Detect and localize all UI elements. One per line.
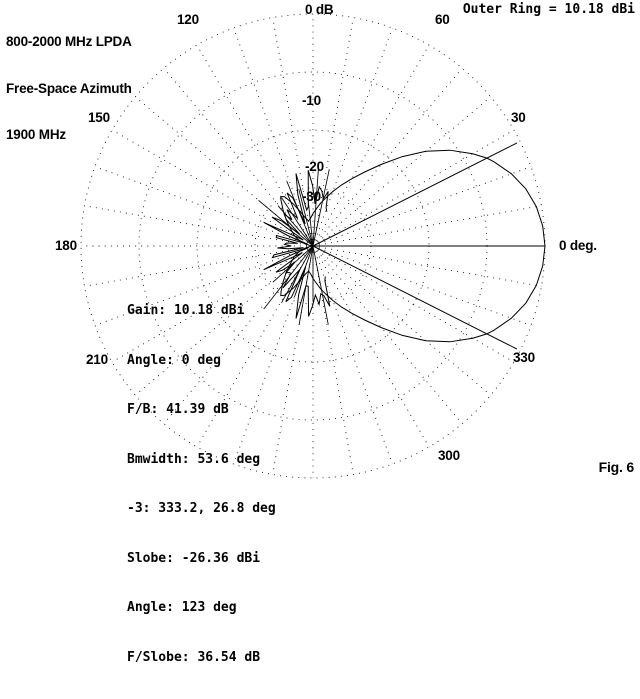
ring-label-minus10: -10: [302, 93, 321, 108]
pattern-readout: Gain: 10.18 dBi Angle: 0 deg F/B: 41.39 …: [127, 270, 276, 699]
angle-label-0: 0 deg.: [559, 238, 597, 253]
readout-angle: Angle: 0 deg: [127, 352, 221, 368]
angle-label-210: 210: [86, 352, 108, 367]
outer-ring-caption: Outer Ring = 10.18 dBi: [462, 2, 635, 17]
ring-label-minus20: -20: [305, 159, 324, 174]
angle-label-120: 120: [177, 12, 199, 27]
readout-front-back: F/B: 41.39 dB: [127, 402, 229, 417]
title-line-1: 800-2000 MHz LPDA: [6, 34, 132, 49]
ring-label-0db: 0 dB: [305, 2, 334, 17]
beamwidth-marker-lines: [312, 142, 545, 350]
angle-label-60: 60: [435, 12, 450, 27]
title-line-3: 1900 MHz: [6, 127, 66, 142]
title-line-2: Free-Space Azimuth: [6, 80, 132, 96]
ring-label-minus30: -30: [302, 189, 321, 204]
readout-gain: Gain: 10.18 dBi: [127, 303, 245, 318]
plot-title: 800-2000 MHz LPDA Free-Space Azimuth 190…: [6, 3, 132, 174]
readout-sidelobe: Slobe: -26.36 dBi: [127, 550, 261, 566]
angle-label-30: 30: [511, 110, 526, 125]
polar-plot-canvas: [80, 13, 546, 479]
angle-label-300: 300: [438, 448, 460, 463]
angle-label-180: 180: [55, 238, 77, 253]
readout-front-sidelobe: F/Slobe: 36.54 dB: [127, 649, 261, 665]
figure-label: Fig. 6: [598, 459, 635, 475]
readout-minus3db: -3: 333.2, 26.8 deg: [127, 501, 276, 516]
readout-sidelobe-angle: Angle: 123 deg: [127, 600, 237, 615]
polar-plot-figure: 800-2000 MHz LPDA Free-Space Azimuth 190…: [6, 2, 635, 665]
angle-label-330: 330: [513, 350, 535, 365]
angle-label-150: 150: [88, 110, 110, 125]
readout-beamwidth: Bmwidth: 53.6 deg: [127, 451, 261, 467]
